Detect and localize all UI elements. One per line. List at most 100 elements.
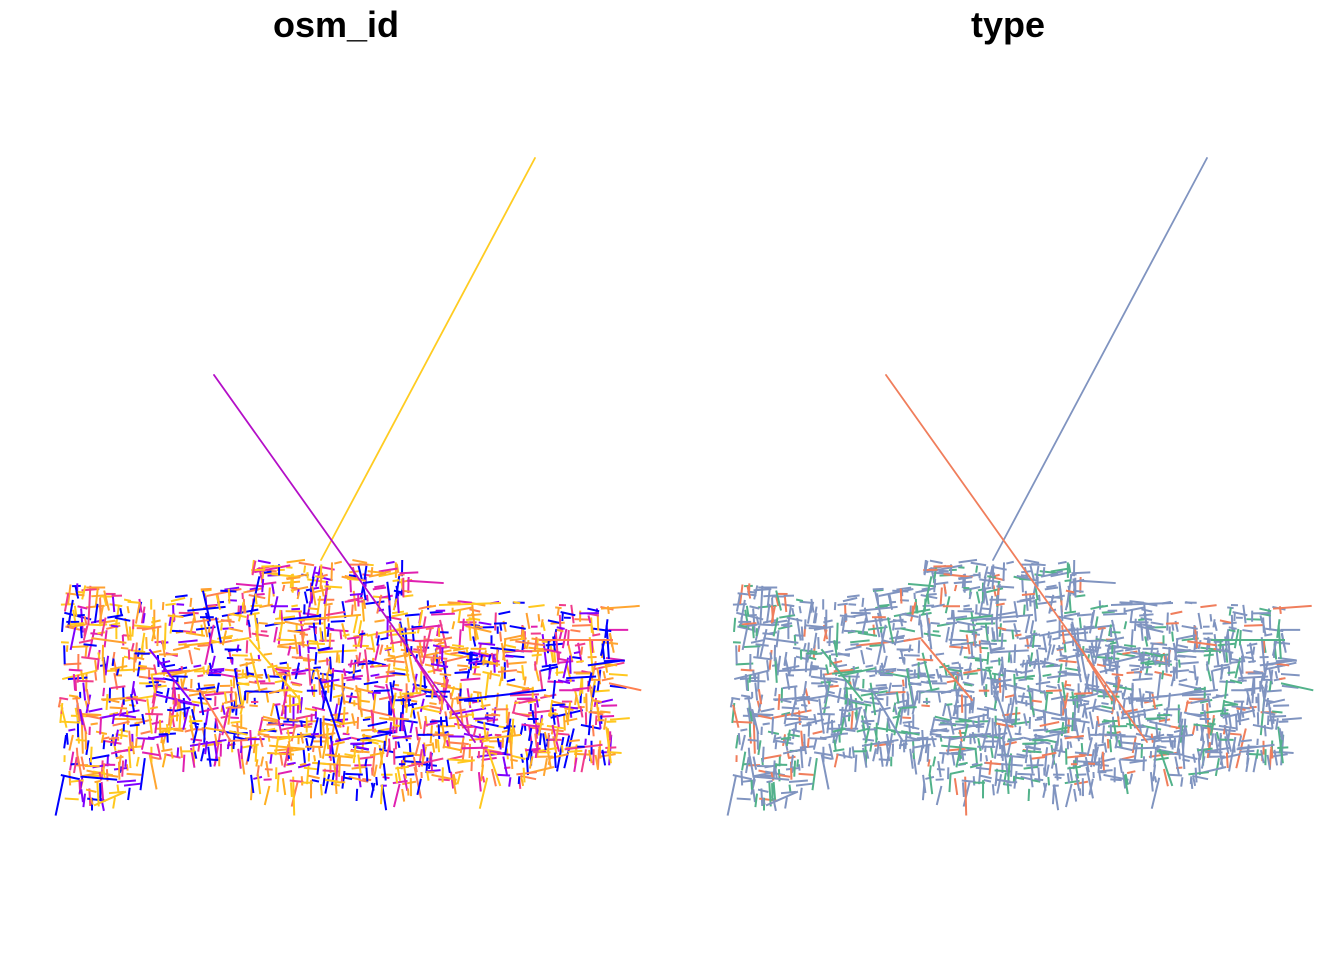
road-segment <box>118 754 122 769</box>
road-segment <box>1130 688 1219 702</box>
road-segment <box>206 665 210 675</box>
road-segment <box>1057 670 1068 674</box>
road-segment <box>580 723 601 730</box>
road-segment <box>473 690 482 694</box>
road-segment <box>1248 660 1256 664</box>
road-segment <box>1229 679 1243 685</box>
road-segment <box>1030 755 1046 760</box>
road-segment <box>1066 754 1086 759</box>
road-segment <box>1145 717 1166 720</box>
road-segment <box>1121 755 1136 761</box>
road-segment <box>787 733 800 738</box>
road-segment <box>328 633 332 648</box>
road-segment <box>955 747 962 768</box>
road-segment <box>1168 736 1173 748</box>
road-segment <box>1114 676 1118 684</box>
road-segment <box>263 581 277 586</box>
road-segment <box>1161 670 1165 680</box>
road-segment <box>180 678 184 691</box>
road-segment <box>271 573 301 579</box>
road-segment <box>100 617 107 637</box>
road-segment <box>1029 620 1035 634</box>
road-segment <box>1051 716 1068 722</box>
road-segment <box>1275 718 1279 730</box>
road-segment <box>248 638 302 702</box>
road-segment <box>774 736 782 740</box>
road-segment <box>1264 633 1273 637</box>
road-segment <box>358 632 366 636</box>
road-segment <box>127 748 132 769</box>
road-segment <box>386 631 417 637</box>
road-segment <box>267 673 271 683</box>
road-segment <box>303 591 309 604</box>
road-segment <box>520 776 525 787</box>
road-segment <box>579 705 584 718</box>
road-segment <box>1226 728 1231 742</box>
road-segment <box>1178 659 1181 668</box>
road-segment <box>200 624 204 637</box>
road-segment <box>1033 734 1044 738</box>
road-segment <box>770 619 788 625</box>
road-segment <box>335 764 339 782</box>
road-segment <box>1124 646 1141 652</box>
road-segment <box>80 608 84 633</box>
road-segment <box>439 673 452 677</box>
road-segment <box>278 642 298 647</box>
road-segment <box>60 704 68 728</box>
road-segment <box>861 597 865 607</box>
road-segment <box>65 592 85 597</box>
road-network-map <box>54 157 642 816</box>
road-segment <box>592 699 602 703</box>
road-segment <box>105 694 109 710</box>
road-segment <box>746 613 757 617</box>
road-segment <box>342 706 346 724</box>
road-segment <box>468 627 472 641</box>
road-segment <box>386 659 405 664</box>
road-segment <box>771 716 775 735</box>
road-segment <box>515 649 533 653</box>
road-segment <box>781 706 800 710</box>
road-segment <box>1121 697 1126 718</box>
road-segment <box>76 755 83 777</box>
road-segment <box>1149 720 1171 728</box>
road-segment <box>1166 612 1169 631</box>
road-segment <box>946 703 953 721</box>
road-segment <box>431 773 457 781</box>
road-segment <box>1019 596 1036 602</box>
road-segment <box>945 626 950 643</box>
road-segment <box>1079 692 1099 700</box>
road-segment <box>104 655 110 676</box>
road-segment <box>1145 690 1154 694</box>
road-segment <box>959 645 964 656</box>
road-segment <box>765 790 799 807</box>
road-segment <box>1177 644 1189 649</box>
road-segment <box>179 746 184 759</box>
road-segment <box>256 765 260 777</box>
road-segment <box>1001 656 1004 670</box>
road-segment <box>774 739 794 745</box>
road-segment <box>1195 676 1199 686</box>
road-segment <box>538 670 544 690</box>
road-segment <box>332 669 350 674</box>
road-segment <box>261 578 265 593</box>
road-segment <box>438 778 450 782</box>
road-segment <box>332 694 343 699</box>
road-segment <box>382 763 387 781</box>
road-segment <box>503 655 514 658</box>
road-segment <box>251 560 257 576</box>
road-segment <box>402 773 409 791</box>
road-segment <box>988 760 993 775</box>
road-segment <box>396 595 400 614</box>
road-segment <box>793 760 797 777</box>
road-segment <box>916 658 934 662</box>
road-segment <box>975 565 979 573</box>
road-segment <box>402 719 418 724</box>
road-segment <box>274 735 280 756</box>
road-segment <box>893 630 900 646</box>
road-segment <box>751 712 774 717</box>
road-segment <box>1057 560 1067 565</box>
road-segment <box>812 606 818 624</box>
road-segment <box>1210 733 1214 746</box>
road-segment <box>202 590 211 622</box>
road-segment <box>1101 610 1115 614</box>
